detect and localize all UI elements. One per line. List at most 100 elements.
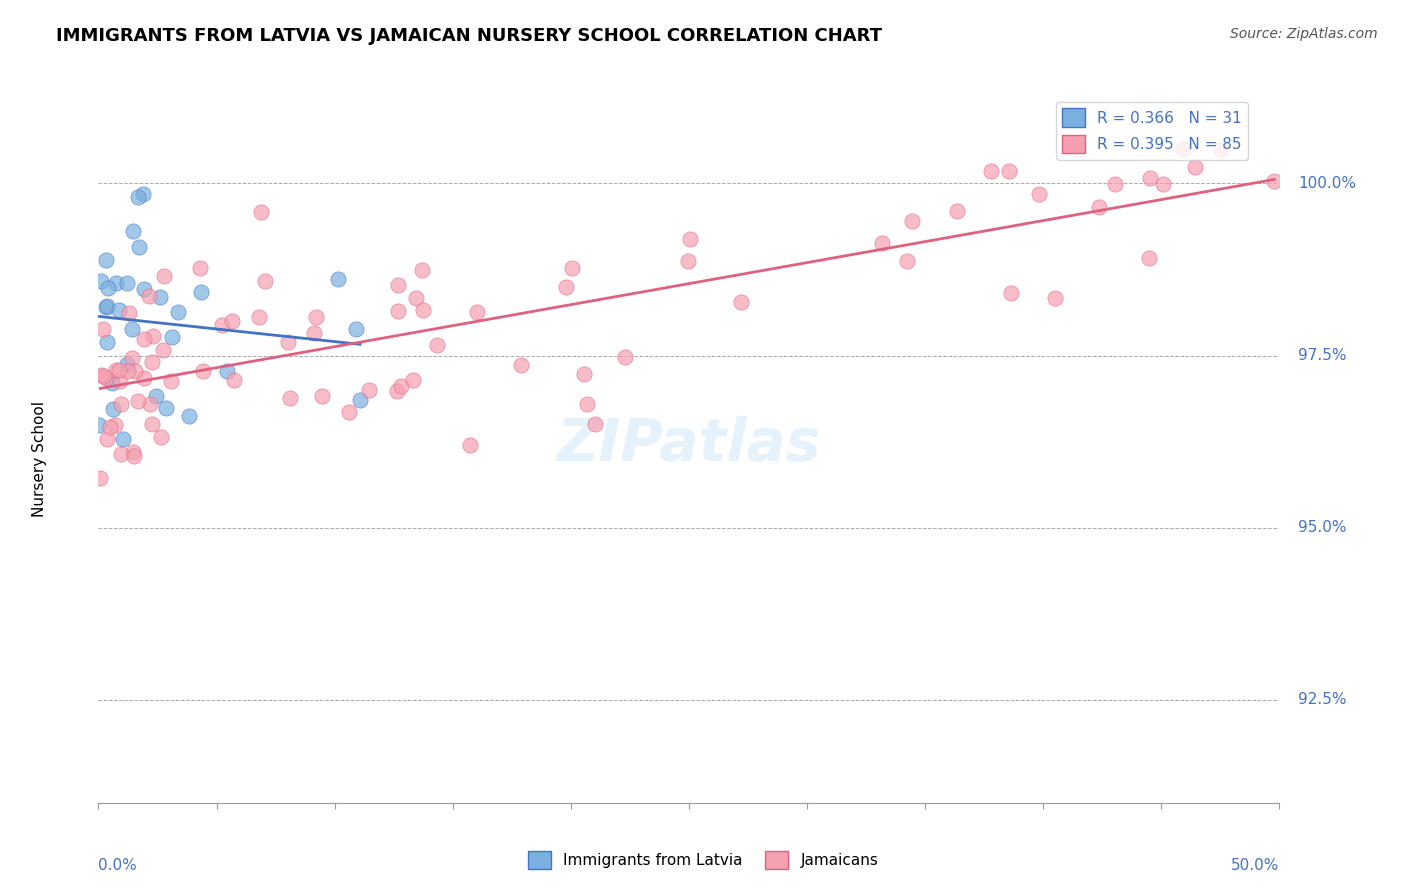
Point [1152,177,1174,191]
Point [94,253,117,268]
Point [110,447,132,461]
Point [277,334,299,349]
Point [160,375,183,389]
Point [132,332,155,346]
Point [124,450,146,464]
Point [946,204,969,219]
Point [121,351,143,365]
Point [896,253,918,268]
Point [253,274,276,288]
Point [280,391,302,405]
Point [121,322,143,336]
Point [152,343,174,357]
Point [97,281,120,295]
Point [1137,251,1160,265]
Point [1173,142,1195,156]
Point [425,338,447,352]
Point [93,369,115,384]
Point [108,302,131,317]
Point [112,432,135,446]
Point [139,397,162,411]
Point [117,364,139,378]
Point [1087,200,1109,214]
Point [190,260,212,275]
Point [115,357,138,371]
Point [349,393,371,408]
Point [89,471,111,485]
Point [458,438,481,452]
Point [326,272,349,286]
Point [1184,161,1206,175]
Point [105,276,128,290]
Point [145,389,167,403]
Point [128,240,150,254]
Point [302,326,325,341]
Text: 95.0%: 95.0% [1298,520,1347,535]
Point [153,268,176,283]
Point [94,301,117,315]
Point [149,290,172,304]
Point [337,405,360,419]
Text: Nursery School: Nursery School [32,401,46,516]
Point [385,384,408,399]
Point [193,364,215,378]
Point [122,444,145,458]
Point [96,432,118,446]
Text: 92.5%: 92.5% [1298,692,1347,707]
Point [167,305,190,319]
Point [110,374,132,388]
Point [1263,174,1285,188]
Point [90,274,112,288]
Point [561,260,583,275]
Point [730,295,752,310]
Point [576,397,599,411]
Point [160,330,183,344]
Point [90,368,112,383]
Text: ZIPatlas: ZIPatlas [557,417,821,474]
Point [405,291,427,305]
Point [412,303,434,318]
Point [510,358,533,372]
Point [134,282,156,296]
Point [676,253,699,268]
Point [346,322,368,336]
Legend: Immigrants from Latvia, Jamaicans: Immigrants from Latvia, Jamaicans [522,845,884,875]
Point [1209,142,1232,156]
Point [98,420,121,434]
Point [101,401,124,416]
Point [91,321,114,335]
Point [613,350,636,364]
Point [1104,177,1126,191]
Point [305,310,328,325]
Text: 0.0%: 0.0% [98,858,138,873]
Point [980,164,1002,178]
Point [901,214,924,228]
Point [115,276,138,290]
Point [311,389,333,403]
Point [141,417,163,431]
Point [389,379,412,393]
Point [105,363,128,377]
Point [138,289,160,303]
Text: Source: ZipAtlas.com: Source: ZipAtlas.com [1230,27,1378,41]
Point [402,373,425,387]
Point [155,401,177,415]
Point [132,186,155,201]
Point [127,190,149,204]
Point [96,335,118,350]
Point [222,373,245,387]
Point [1045,292,1067,306]
Point [211,318,233,332]
Legend: R = 0.366   N = 31, R = 0.395   N = 85: R = 0.366 N = 31, R = 0.395 N = 85 [1056,103,1249,160]
Point [94,371,117,385]
Point [679,232,702,246]
Point [89,417,111,432]
Text: 50.0%: 50.0% [1232,858,1279,873]
Point [1139,170,1161,185]
Point [132,371,155,385]
Point [387,304,409,318]
Point [465,305,488,319]
Point [104,417,127,432]
Point [118,306,141,320]
Point [221,314,243,328]
